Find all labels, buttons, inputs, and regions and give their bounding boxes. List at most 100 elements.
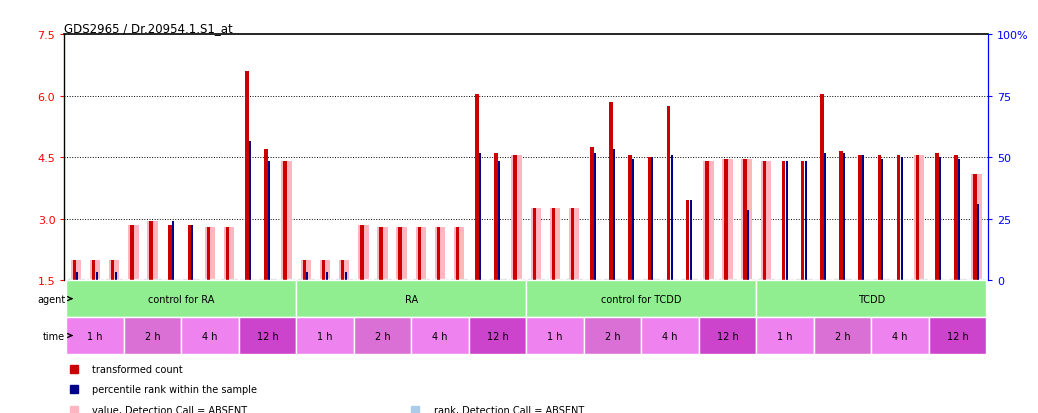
Text: 2 h: 2 h: [605, 331, 621, 341]
Bar: [89, 260, 101, 280]
Bar: [686, 201, 689, 280]
Bar: [147, 221, 158, 280]
Bar: [224, 227, 235, 280]
Bar: [306, 272, 308, 280]
Bar: [322, 260, 325, 280]
Text: 1 h: 1 h: [547, 331, 563, 341]
Bar: [801, 162, 804, 280]
Bar: [916, 156, 920, 280]
Bar: [648, 158, 651, 280]
Bar: [550, 209, 561, 280]
Bar: [320, 260, 330, 280]
Bar: [296, 280, 526, 317]
Bar: [722, 160, 733, 280]
Bar: [77, 272, 78, 280]
Bar: [415, 227, 427, 280]
Bar: [877, 156, 881, 280]
Text: GDS2965 / Dr.20954.1.S1_at: GDS2965 / Dr.20954.1.S1_at: [64, 22, 234, 35]
Bar: [652, 158, 653, 280]
Text: 4 h: 4 h: [662, 331, 678, 341]
Bar: [552, 209, 555, 280]
Bar: [303, 260, 306, 280]
Text: 12 h: 12 h: [716, 331, 738, 341]
Bar: [283, 162, 286, 280]
Text: 1 h: 1 h: [777, 331, 793, 341]
Text: TCDD: TCDD: [857, 294, 884, 304]
Bar: [360, 225, 363, 280]
Bar: [690, 201, 691, 280]
Bar: [345, 272, 347, 280]
Bar: [296, 317, 354, 354]
Text: 2 h: 2 h: [375, 331, 390, 341]
Bar: [435, 227, 445, 280]
Bar: [583, 317, 641, 354]
Bar: [149, 221, 153, 280]
Bar: [111, 260, 114, 280]
Bar: [958, 160, 960, 280]
Bar: [613, 150, 614, 280]
Bar: [124, 317, 182, 354]
Bar: [479, 154, 481, 280]
Bar: [840, 152, 843, 280]
Bar: [804, 162, 807, 280]
Bar: [763, 162, 766, 280]
Text: agent: agent: [37, 294, 72, 304]
Bar: [954, 156, 958, 280]
Text: 4 h: 4 h: [432, 331, 447, 341]
Bar: [901, 158, 902, 280]
Bar: [188, 225, 191, 280]
Bar: [109, 260, 119, 280]
Bar: [609, 102, 612, 280]
Bar: [239, 317, 296, 354]
Bar: [569, 209, 579, 280]
Bar: [182, 317, 239, 354]
Bar: [77, 272, 78, 280]
Bar: [725, 160, 728, 280]
Bar: [594, 154, 596, 280]
Text: percentile rank within the sample: percentile rank within the sample: [92, 385, 257, 394]
Bar: [786, 162, 788, 280]
Bar: [379, 227, 383, 280]
Bar: [514, 156, 517, 280]
Bar: [469, 317, 526, 354]
Bar: [340, 260, 345, 280]
Text: 4 h: 4 h: [893, 331, 908, 341]
Bar: [411, 317, 469, 354]
Bar: [814, 317, 871, 354]
Bar: [530, 209, 541, 280]
Bar: [354, 317, 411, 354]
Bar: [512, 156, 522, 280]
Bar: [73, 260, 76, 280]
Bar: [571, 209, 574, 280]
Bar: [632, 160, 634, 280]
Bar: [245, 72, 248, 280]
Bar: [494, 154, 497, 280]
Text: 12 h: 12 h: [947, 331, 968, 341]
Bar: [532, 209, 536, 280]
Bar: [95, 272, 98, 280]
Bar: [972, 174, 982, 280]
Text: value, Detection Call = ABSENT: value, Detection Call = ABSENT: [92, 405, 247, 413]
Text: 1 h: 1 h: [318, 331, 333, 341]
Bar: [871, 317, 929, 354]
Bar: [843, 154, 845, 280]
Text: 12 h: 12 h: [487, 331, 509, 341]
Bar: [743, 160, 747, 280]
Text: 4 h: 4 h: [202, 331, 218, 341]
Bar: [339, 260, 350, 280]
Bar: [358, 225, 368, 280]
Bar: [399, 227, 402, 280]
Bar: [95, 272, 98, 280]
Bar: [863, 156, 865, 280]
Bar: [699, 317, 757, 354]
Bar: [641, 317, 699, 354]
Text: RA: RA: [405, 294, 418, 304]
Bar: [498, 162, 500, 280]
Bar: [456, 227, 460, 280]
Bar: [628, 156, 632, 280]
Bar: [526, 280, 757, 317]
Bar: [91, 260, 95, 280]
Text: control for RA: control for RA: [148, 294, 215, 304]
Bar: [703, 162, 713, 280]
Bar: [782, 162, 785, 280]
